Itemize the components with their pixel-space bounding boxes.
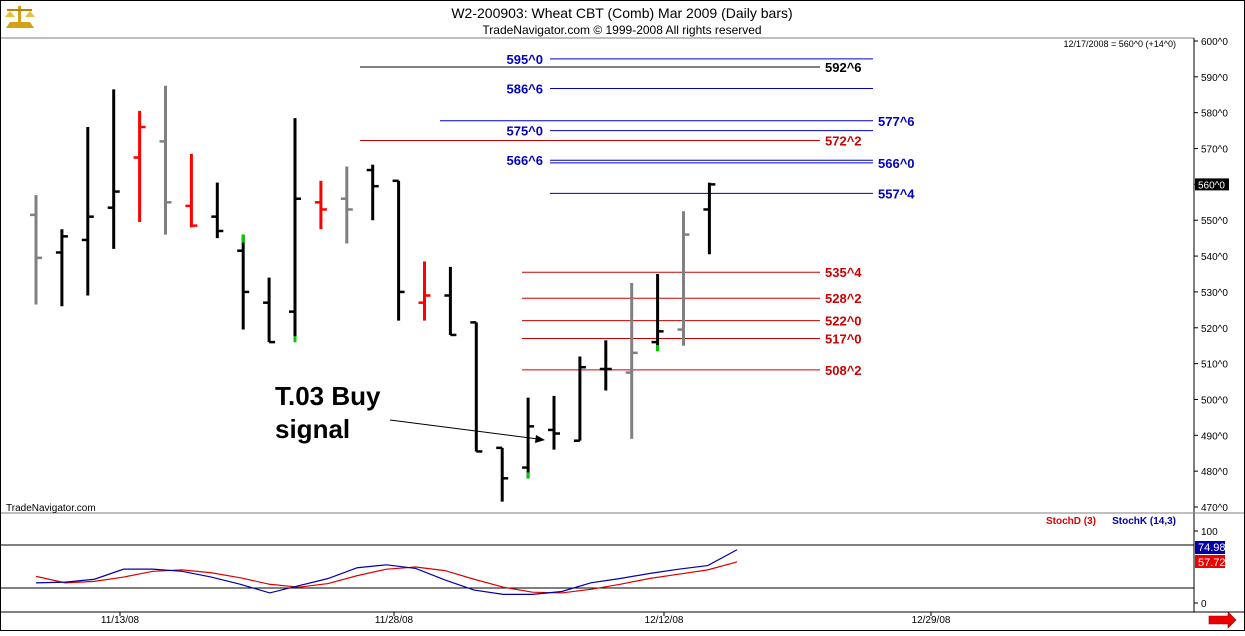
ohlc-bar <box>314 180 327 230</box>
level-label: 566^0 <box>878 156 915 171</box>
ohlc-bar <box>30 195 42 305</box>
stochk-value-box <box>1195 541 1225 554</box>
ohlc-bar <box>55 229 68 307</box>
ohlc-bar <box>418 261 431 321</box>
current-price-label: 560^0 <box>1198 180 1225 191</box>
price-tick-label: 570^0 <box>1201 145 1228 156</box>
watermark-text: TradeNavigator.com <box>6 503 96 514</box>
stochd-value-box <box>1195 555 1225 568</box>
price-tick-label: 550^0 <box>1201 216 1228 227</box>
price-axis-ticks: 600^0 590^0 580^0 570^0 560^0 550^0 540^0 530^0… <box>1194 37 1229 514</box>
date-axis-labels: 11/13/08 11/28/08 12/12/08 12/29/08 <box>101 612 951 626</box>
level-label: 522^0 <box>825 314 862 329</box>
ohlc-bar <box>237 234 250 330</box>
price-tick-label: 470^0 <box>1201 503 1228 514</box>
ohlc-bar <box>444 266 457 337</box>
ohlc-bar <box>133 110 146 223</box>
ohlc-bar <box>340 166 353 244</box>
level-label: 535^4 <box>825 265 862 280</box>
ohlc-bar <box>625 282 638 439</box>
ohlc-bar <box>81 127 94 296</box>
stochd-line <box>35 561 738 594</box>
ohlc-bar <box>548 395 560 450</box>
level-label: 595^0 <box>506 52 543 67</box>
ohlc-bar <box>392 179 405 321</box>
level-lines: 595^0 592^6 586^6 577^6 575^0 572^2 566^6 566^0… <box>360 52 915 378</box>
ohlc-bar <box>263 277 276 344</box>
level-label: 508^2 <box>825 363 862 378</box>
chart-title: W2-200903: Wheat CBT (Comb) Mar 2009 (Da… <box>451 5 792 21</box>
scales-logo-icon <box>5 6 35 28</box>
last-quote-text: 12/17/2008 = 560^0 (+14^0) <box>1063 39 1176 49</box>
ohlc-bar <box>703 182 716 255</box>
current-price-box <box>1195 178 1229 191</box>
price-tick-label: 600^0 <box>1201 37 1228 48</box>
price-tick-label: 530^0 <box>1201 288 1228 299</box>
level-label: 575^0 <box>506 124 543 139</box>
ohlc-bar <box>159 85 172 235</box>
price-tick-label: 490^0 <box>1201 431 1228 442</box>
ohlc-bar <box>651 274 664 352</box>
stochk-legend: StochK (14,3) <box>1112 516 1176 527</box>
level-label: 517^0 <box>825 332 862 347</box>
date-tick-label: 12/12/08 <box>645 615 684 626</box>
stochd-value-label: 57.72 <box>1198 557 1226 569</box>
level-label: 577^6 <box>878 114 915 129</box>
ohlc-bar <box>599 340 612 391</box>
ohlc-bar <box>366 164 379 221</box>
price-tick-label: 580^0 <box>1201 109 1228 120</box>
price-tick-label: 590^0 <box>1201 73 1228 84</box>
level-label: 528^2 <box>825 291 862 306</box>
price-tick-label: 510^0 <box>1201 360 1228 371</box>
ohlc-bar <box>211 182 224 239</box>
ohlc-bar <box>677 211 690 346</box>
ohlc-bar <box>185 153 198 228</box>
level-label: 557^4 <box>878 186 915 201</box>
price-bars <box>30 85 716 502</box>
ohlc-bar <box>573 356 586 442</box>
annotation-line-2: signal <box>275 414 350 444</box>
indicator-tick-label: 100 <box>1201 527 1218 538</box>
ohlc-bar <box>470 321 483 453</box>
price-tick-label: 480^0 <box>1201 467 1228 478</box>
price-tick-label: 500^0 <box>1201 395 1228 406</box>
price-tick-label: 540^0 <box>1201 252 1228 263</box>
level-label: 566^6 <box>506 153 543 168</box>
scroll-right-arrow-icon[interactable] <box>1208 611 1237 629</box>
indicator-axis-ticks: 100 0 <box>1194 527 1218 610</box>
date-tick-label: 11/13/08 <box>101 615 140 626</box>
date-tick-label: 12/29/08 <box>912 615 951 626</box>
annotation-arrow <box>389 419 545 443</box>
indicator-tick-label: 0 <box>1201 599 1207 610</box>
ohlc-bar <box>107 89 120 249</box>
level-label: 592^6 <box>825 60 862 75</box>
level-label: 572^2 <box>825 133 862 148</box>
date-tick-label: 11/28/08 <box>375 615 414 626</box>
copyright-text: TradeNavigator.com © 1999-2008 All right… <box>482 23 761 37</box>
stochk-value-label: 74.98 <box>1198 542 1226 554</box>
ohlc-bar <box>496 446 509 502</box>
stochk-line <box>35 549 738 595</box>
stochd-legend: StochD (3) <box>1046 516 1096 527</box>
annotation-line-1: T.03 Buy <box>275 381 381 411</box>
level-label: 586^6 <box>506 81 543 96</box>
ohlc-bar <box>289 118 301 343</box>
price-tick-label: 520^0 <box>1201 324 1228 335</box>
